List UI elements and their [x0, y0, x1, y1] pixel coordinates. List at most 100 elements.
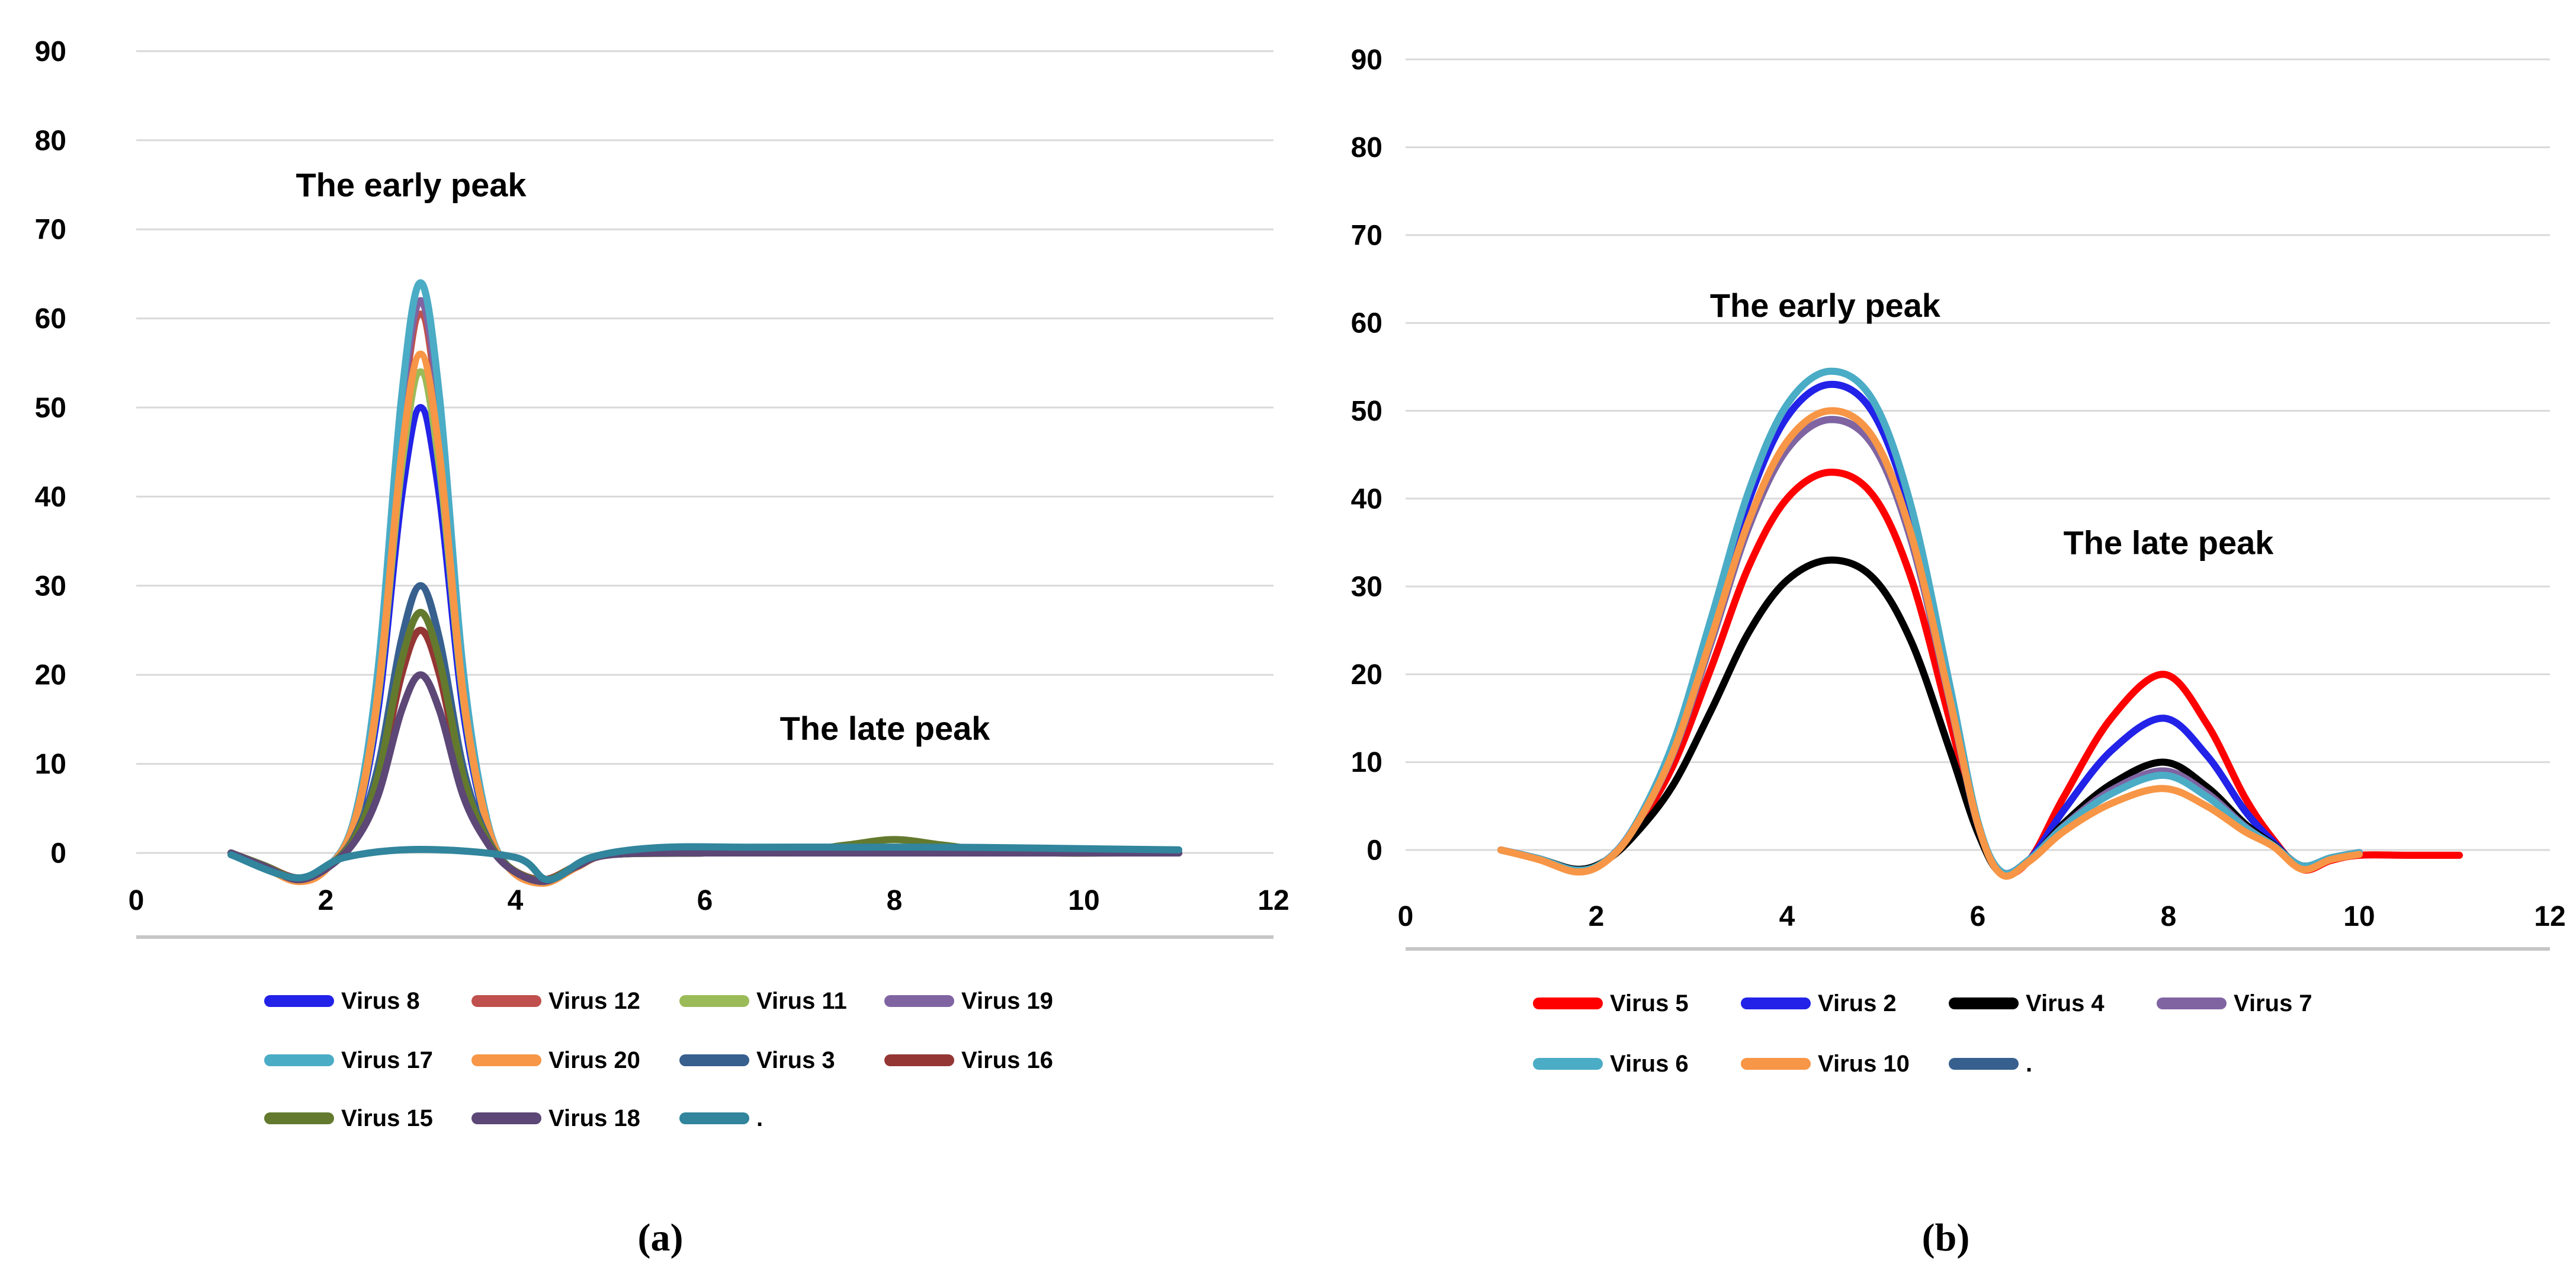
x-axis-tick-label-4-b: 4	[1779, 901, 1795, 932]
y-axis-tick-label-50-a: 50	[35, 393, 66, 424]
x-axis-tick-label-6-a: 6	[697, 885, 713, 916]
x-axis-tick-label-12-a: 12	[1257, 885, 1289, 916]
legend-swatch-icon	[1741, 997, 1811, 1009]
y-axis-tick-label-60-a: 60	[35, 303, 66, 335]
y-axis-tick-label-30-a: 30	[35, 570, 66, 602]
x-axis-tick-label-2-a: 2	[318, 885, 334, 916]
legend-swatch-icon	[471, 1112, 541, 1124]
legend-label: Virus 4	[2026, 990, 2105, 1016]
annotation-late-peak-a: The late peak	[780, 710, 991, 747]
annotation-early-peak-a: The early peak	[296, 166, 527, 204]
legend-item-virus-19-a: Virus 19	[884, 988, 1053, 1014]
legend-item-virus-11-a: Virus 11	[679, 988, 847, 1014]
legend-label: .	[2026, 1050, 2033, 1077]
legend-item-virus-5-b: Virus 5	[1533, 990, 1689, 1016]
legend-label: Virus 15	[341, 1105, 433, 1131]
y-axis-tick-label-0-a: 0	[50, 838, 66, 870]
legend-item-virus-12-a: Virus 12	[471, 988, 640, 1014]
x-axis-tick-label-4-a: 4	[508, 885, 524, 916]
y-axis-tick-label-10-a: 10	[35, 749, 66, 780]
y-axis-tick-label-0-b: 0	[1366, 835, 1382, 867]
x-axis-tick-label-0-b: 0	[1398, 901, 1414, 932]
x-axis-tick-label-10-a: 10	[1068, 885, 1099, 916]
legend-item-virus-17-a: Virus 17	[264, 1047, 433, 1073]
legend-label: Virus 8	[341, 987, 420, 1014]
y-axis-tick-label-20-b: 20	[1351, 659, 1382, 691]
y-axis-tick-label-10-b: 10	[1351, 747, 1382, 778]
legend-label: Virus 20	[548, 1047, 640, 1073]
legend-swatch-icon	[471, 1054, 541, 1066]
y-axis-tick-label-80-b: 80	[1351, 132, 1382, 163]
series-line-virus-18-a	[227, 671, 1182, 886]
y-axis-tick-label-30-b: 30	[1351, 572, 1382, 603]
legend-item-virus-2-b: Virus 2	[1741, 990, 1897, 1016]
caption-a: (a)	[637, 1216, 684, 1259]
legend-item-dot-a: .	[679, 1105, 763, 1131]
legend-swatch-icon	[471, 995, 541, 1007]
legend-swatch-icon	[1533, 1058, 1603, 1070]
legend-label: Virus 5	[1610, 990, 1689, 1016]
series-line-virus-10-b	[1497, 407, 2363, 880]
caption-b: (b)	[1921, 1216, 1970, 1259]
legend-swatch-icon	[1949, 1058, 2019, 1070]
legend-swatch-icon	[884, 1054, 954, 1066]
legend-swatch-icon	[679, 995, 749, 1007]
y-axis-tick-label-90-b: 90	[1351, 44, 1382, 76]
legend-label: Virus 7	[2234, 990, 2312, 1016]
y-axis-tick-label-40-a: 40	[35, 482, 66, 513]
series-line-.-a	[227, 843, 1182, 884]
y-axis-tick-label-70-a: 70	[35, 214, 66, 246]
annotation-late-peak-b: The late peak	[2064, 524, 2275, 562]
x-axis-tick-label-10-b: 10	[2343, 901, 2375, 932]
legend-swatch-icon	[679, 1112, 749, 1124]
legend-label: Virus 10	[1818, 1050, 1910, 1077]
legend-item-virus-16-a: Virus 16	[884, 1047, 1053, 1073]
legend-swatch-icon	[264, 995, 334, 1007]
y-axis-tick-label-40-b: 40	[1351, 483, 1382, 515]
legend-item-virus-3-a: Virus 3	[679, 1047, 835, 1073]
legend-label: Virus 18	[548, 1105, 640, 1131]
legend-swatch-icon	[884, 995, 954, 1007]
legend-swatch-icon	[679, 1054, 749, 1066]
y-axis-tick-label-20-a: 20	[35, 660, 66, 691]
legend-item-virus-15-a: Virus 15	[264, 1105, 433, 1131]
legend-label: Virus 12	[548, 987, 640, 1014]
legend-label: Virus 3	[756, 1047, 835, 1073]
y-axis-tick-label-70-b: 70	[1351, 220, 1382, 251]
legend-swatch-icon	[264, 1054, 334, 1066]
x-axis-tick-label-8-b: 8	[2161, 901, 2177, 932]
x-axis-tick-label-12-b: 12	[2534, 901, 2565, 932]
annotation-early-peak-b: The early peak	[1710, 287, 1941, 324]
legend-item-virus-8-a: Virus 8	[264, 988, 420, 1014]
series-line-virus-4-b	[1497, 556, 2363, 878]
legend-item-virus-7-b: Virus 7	[2157, 990, 2312, 1016]
x-axis-tick-label-0-a: 0	[129, 885, 145, 916]
x-axis-tick-label-2-b: 2	[1589, 901, 1605, 932]
legend-label: Virus 6	[1610, 1050, 1689, 1077]
legend-item-dot-b: .	[1949, 1051, 2032, 1077]
legend-item-virus-18-a: Virus 18	[471, 1105, 640, 1131]
legend-item-virus-20-a: Virus 20	[471, 1047, 640, 1073]
legend-label: Virus 19	[961, 987, 1053, 1014]
legend-item-virus-6-b: Virus 6	[1533, 1051, 1689, 1077]
legend-swatch-icon	[1741, 1058, 1811, 1070]
legend-swatch-icon	[1949, 997, 2019, 1009]
x-axis-tick-label-6-b: 6	[1970, 901, 1986, 932]
legend-label: Virus 16	[961, 1047, 1053, 1073]
legend-swatch-icon	[1533, 997, 1603, 1009]
legend-swatch-icon	[2157, 997, 2227, 1009]
legend-label: .	[756, 1105, 764, 1131]
legend-label: Virus 17	[341, 1047, 433, 1073]
legend-item-virus-10-b: Virus 10	[1741, 1051, 1910, 1077]
y-axis-tick-label-90-a: 90	[35, 36, 66, 68]
y-axis-tick-label-80-a: 80	[35, 125, 66, 156]
x-axis-tick-label-8-a: 8	[887, 885, 903, 916]
y-axis-tick-label-50-b: 50	[1351, 396, 1382, 427]
legend-label: Virus 11	[756, 987, 847, 1014]
legend-item-virus-4-b: Virus 4	[1949, 990, 2105, 1016]
legend-swatch-icon	[264, 1112, 334, 1124]
y-axis-tick-label-60-b: 60	[1351, 308, 1382, 339]
legend-label: Virus 2	[1818, 990, 1897, 1016]
